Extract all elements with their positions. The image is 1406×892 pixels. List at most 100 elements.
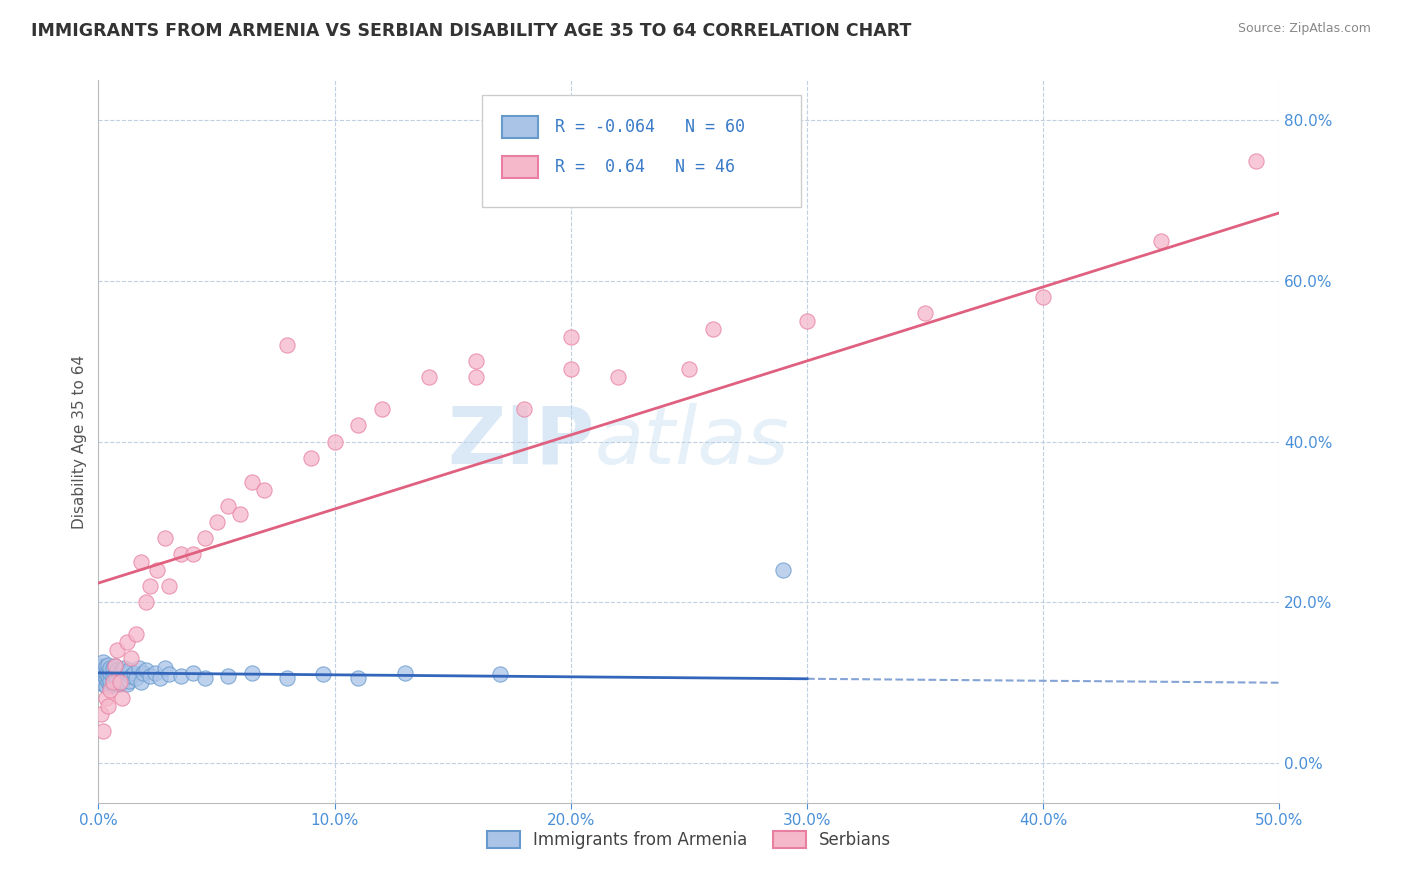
Point <box>104 659 127 673</box>
Point <box>91 655 114 669</box>
Text: atlas: atlas <box>595 402 789 481</box>
Point <box>253 483 276 497</box>
Point <box>94 680 117 694</box>
Point <box>101 675 124 690</box>
Point <box>105 664 128 678</box>
Point <box>914 306 936 320</box>
Point <box>217 499 239 513</box>
Point <box>115 677 138 691</box>
Point <box>149 671 172 685</box>
Point <box>139 669 162 683</box>
Point <box>1032 290 1054 304</box>
Text: Source: ZipAtlas.com: Source: ZipAtlas.com <box>1237 22 1371 36</box>
Point <box>90 671 112 685</box>
Point <box>678 362 700 376</box>
Point <box>194 531 217 545</box>
Point <box>98 680 121 694</box>
Point <box>135 664 157 678</box>
Point <box>181 665 204 680</box>
Point <box>312 667 335 681</box>
Text: ZIP: ZIP <box>447 402 595 481</box>
Point <box>118 673 141 688</box>
Point <box>125 627 148 641</box>
Point <box>108 675 131 690</box>
Point <box>418 370 440 384</box>
Point <box>94 691 117 706</box>
Point <box>170 547 193 561</box>
Point <box>91 667 114 681</box>
Point <box>112 661 135 675</box>
Point <box>98 665 121 680</box>
Point <box>97 657 120 672</box>
Point <box>371 402 394 417</box>
Point <box>146 563 169 577</box>
Point <box>115 665 138 680</box>
Point <box>111 675 134 690</box>
Point <box>125 671 148 685</box>
Point <box>139 579 162 593</box>
Point <box>347 418 370 433</box>
Point <box>91 677 114 691</box>
Point <box>98 673 121 688</box>
Point <box>205 515 228 529</box>
Point <box>97 669 120 683</box>
Point <box>104 675 127 690</box>
Point <box>772 563 794 577</box>
Point <box>157 579 180 593</box>
Point <box>91 664 114 678</box>
Point <box>465 354 488 368</box>
Point <box>299 450 322 465</box>
Point <box>560 330 582 344</box>
Point <box>135 595 157 609</box>
Point <box>181 547 204 561</box>
Point <box>97 675 120 690</box>
Point <box>276 671 298 685</box>
Point <box>240 475 263 489</box>
Point <box>108 677 131 691</box>
Point <box>101 669 124 683</box>
FancyBboxPatch shape <box>502 156 537 178</box>
Point <box>121 651 143 665</box>
Point <box>91 723 114 738</box>
Point <box>194 671 217 685</box>
Legend: Immigrants from Armenia, Serbians: Immigrants from Armenia, Serbians <box>479 824 898 856</box>
Point <box>90 659 112 673</box>
Text: IMMIGRANTS FROM ARMENIA VS SERBIAN DISABILITY AGE 35 TO 64 CORRELATION CHART: IMMIGRANTS FROM ARMENIA VS SERBIAN DISAB… <box>31 22 911 40</box>
Point <box>347 671 370 685</box>
Point <box>98 661 121 675</box>
Point <box>170 669 193 683</box>
Point <box>104 659 127 673</box>
Point <box>94 659 117 673</box>
Point <box>153 531 176 545</box>
Point <box>108 665 131 680</box>
Text: R =  0.64   N = 46: R = 0.64 N = 46 <box>555 158 735 176</box>
Point <box>240 665 263 680</box>
Point <box>90 707 112 722</box>
Point <box>129 675 152 690</box>
Text: R = -0.064   N = 60: R = -0.064 N = 60 <box>555 119 745 136</box>
Point <box>101 661 124 675</box>
Point <box>132 665 155 680</box>
Point <box>607 370 630 384</box>
Point <box>105 673 128 688</box>
Point <box>702 322 724 336</box>
Point <box>489 667 512 681</box>
Point <box>104 667 127 681</box>
Point <box>122 665 145 680</box>
Point <box>121 669 143 683</box>
Point <box>394 665 416 680</box>
Point <box>128 661 150 675</box>
Point <box>129 555 152 569</box>
Point <box>111 664 134 678</box>
Point <box>97 699 120 714</box>
Point <box>560 362 582 376</box>
Point <box>94 671 117 685</box>
Point <box>105 643 128 657</box>
Point <box>153 661 176 675</box>
Point <box>143 665 166 680</box>
Point <box>157 667 180 681</box>
Point <box>276 338 298 352</box>
Point <box>229 507 252 521</box>
Point <box>217 669 239 683</box>
Point <box>118 664 141 678</box>
